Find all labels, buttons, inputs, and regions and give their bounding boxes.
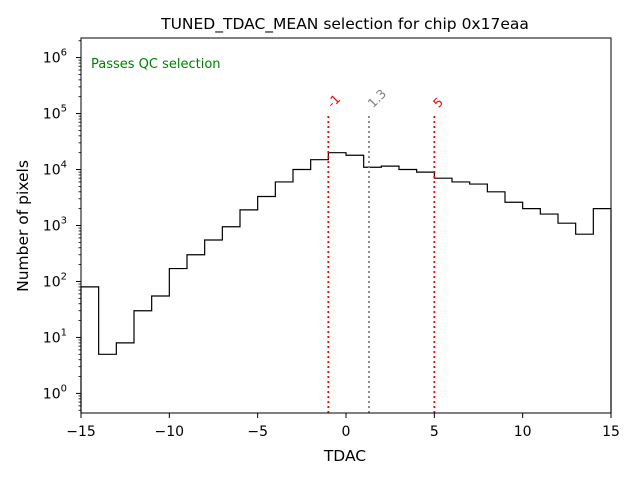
y-tick-label: 103 — [43, 216, 67, 235]
histogram-bin — [505, 202, 523, 413]
y-axis-label: Number of pixels — [14, 160, 32, 292]
histogram-bin — [99, 354, 117, 413]
x-tick-label: 10 — [514, 424, 532, 440]
histogram-bin — [434, 178, 452, 413]
histogram-bin — [293, 170, 311, 413]
threshold-label: 1.3 — [364, 86, 389, 111]
y-tick-label: 106 — [43, 48, 67, 67]
histogram-bin — [417, 172, 435, 413]
histogram-bin — [523, 209, 541, 413]
histogram-bin — [487, 192, 505, 413]
x-axis-label: TDAC — [323, 447, 366, 465]
x-tick-label: −15 — [66, 424, 96, 440]
histogram-bin — [328, 153, 346, 413]
histogram-bin — [311, 160, 329, 413]
y-tick-label: 105 — [43, 104, 67, 123]
x-tick-label: 15 — [602, 424, 620, 440]
histogram-bin — [558, 223, 576, 413]
y-tick-label: 101 — [43, 327, 67, 346]
histogram-bin — [576, 234, 594, 413]
histogram-bin — [205, 240, 223, 413]
threshold-label: -1 — [324, 91, 343, 110]
histogram-bin — [470, 184, 488, 413]
qc-annotation: Passes QC selection — [91, 57, 221, 72]
y-tick-label: 100 — [43, 383, 67, 402]
histogram-bin — [116, 343, 134, 413]
histogram-bin — [364, 167, 382, 413]
x-tick-label: 5 — [430, 424, 439, 440]
histogram-bin — [169, 269, 187, 413]
histogram-bin — [452, 182, 470, 413]
histogram-bin — [399, 170, 417, 413]
histogram-bin — [81, 287, 99, 413]
histogram-bin — [187, 255, 205, 413]
y-tick-label: 104 — [43, 160, 67, 179]
histogram-bin — [540, 214, 558, 413]
histogram-bin — [258, 196, 276, 413]
x-tick-label: 0 — [342, 424, 351, 440]
y-tick-label: 102 — [43, 271, 67, 290]
histogram-bin — [346, 155, 364, 413]
histogram-bin — [593, 209, 611, 413]
chart-title: TUNED_TDAC_MEAN selection for chip 0x17e… — [160, 15, 529, 34]
x-tick-label: −10 — [155, 424, 185, 440]
histogram-bin — [240, 210, 258, 413]
histogram-bin — [152, 296, 170, 413]
x-tick-label: −5 — [247, 424, 268, 440]
histogram-bin — [275, 182, 293, 413]
histogram-bin — [134, 311, 152, 413]
histogram-bin — [222, 227, 240, 413]
threshold-label: 5 — [430, 94, 446, 110]
histogram-bin — [381, 166, 399, 413]
histogram-step-line — [80, 152, 612, 413]
